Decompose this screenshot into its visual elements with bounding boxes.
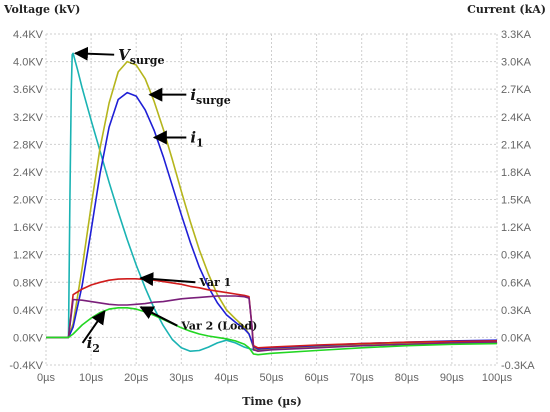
annotation-label-var1: Var 1 [198, 276, 231, 289]
y-right-tick-label: -0.3KA [501, 360, 535, 372]
y-left-tick-label: 1.6KV [13, 222, 44, 234]
y-left-tick-label: 2.0KV [13, 195, 44, 207]
annotation-main-isurge: i [190, 86, 196, 104]
y-left-tick-label: 1.2KV [13, 250, 44, 262]
y-right-tick-label: 1.8KA [501, 167, 532, 179]
x-tick-label: 40µs [214, 372, 239, 384]
x-tick-label: 90µs [440, 372, 465, 384]
y-right-tick-label: 3.3KA [501, 29, 532, 41]
x-tick-label: 20µs [124, 372, 149, 384]
y-left-tick-label: 0.8KV [13, 277, 44, 289]
y-left-ticks: 4.4KV 4.0KV 3.6KV 3.2KV 2.8KV 2.4KV 2.0KV 1.6KV… [9, 29, 43, 372]
annotation-label-i1: i1 [190, 129, 203, 150]
y-right-tick-label: 0.6KA [501, 277, 532, 289]
annotation-main-var2: Var 2 (Load) [180, 320, 257, 333]
y-right-ticks: 3.3KA 3.0KA 2.7KA 2.4KA 2.1KA 1.8KA 1.5KA 1.2KA… [501, 29, 535, 372]
y-left-title: Voltage (kV) [3, 3, 80, 16]
x-tick-label: 60µs [305, 372, 330, 384]
x-tick-label: 50µs [259, 372, 284, 384]
y-left-tick-label: -0.4KV [9, 360, 43, 372]
series-line-5 [46, 295, 498, 353]
y-right-tick-label: 2.7KA [501, 84, 532, 96]
annotation-main-i2: i [87, 334, 93, 352]
y-left-tick-label: 3.2KV [13, 112, 44, 124]
y-left-tick-label: 3.6KV [13, 84, 44, 96]
annotation-label-vsurge: Vsurge [118, 46, 164, 67]
annotation-sub-isurge: surge [196, 94, 231, 107]
y-right-tick-label: 3.0KA [501, 57, 532, 69]
y-left-tick-label: 2.4KV [13, 167, 44, 179]
y-left-tick-label: 4.4KV [13, 29, 44, 41]
annotation-arrow-i2 [81, 310, 106, 344]
annotation-arrow-vsurge [73, 46, 115, 61]
y-left-tick-label: 0.0KV [13, 332, 44, 344]
y-right-tick-label: 2.4KA [501, 112, 532, 124]
y-right-tick-label: 0.9KA [501, 250, 532, 262]
annotation-main-var1: Var 1 [198, 276, 231, 289]
y-left-tick-label: 2.8KV [13, 139, 44, 151]
annotation-sub-vsurge: surge [130, 54, 165, 67]
y-right-tick-label: 1.5KA [501, 195, 532, 207]
x-tick-label: 80µs [395, 372, 420, 384]
y-left-tick-label: 0.4KV [13, 305, 44, 317]
x-tick-label: 0µs [37, 372, 55, 384]
annotation-label-isurge: isurge [190, 86, 230, 107]
grid [45, 33, 498, 366]
x-title: Time (µs) [242, 395, 302, 408]
y-right-tick-label: 0.3KA [501, 305, 532, 317]
annotation-arrow-var2 [139, 306, 178, 327]
x-ticks: 0µs 10µs 20µs 30µs 40µs 50µs 60µs 70µs 80µs 90µs 1… [37, 372, 513, 384]
y-right-tick-label: 2.1KA [501, 139, 532, 151]
x-tick-label: 70µs [350, 372, 375, 384]
x-tick-label: 100µs [482, 372, 513, 384]
annotation-sub-i2: 2 [92, 342, 100, 355]
y-right-tick-label: 0.0KA [501, 332, 532, 344]
x-tick-label: 10µs [79, 372, 104, 384]
annotation-main-i1: i [190, 129, 196, 147]
annotation-label-i2: i2 [87, 334, 100, 355]
annotation-main-vsurge: V [118, 46, 131, 64]
annotation-sub-i1: 1 [196, 137, 204, 150]
x-tick-label: 30µs [169, 372, 194, 384]
y-right-title: Current (kA) [467, 3, 546, 16]
annotation-label-var2: Var 2 (Load) [180, 320, 257, 333]
y-left-tick-label: 4.0KV [13, 57, 44, 69]
y-right-tick-label: 1.2KA [501, 222, 532, 234]
annotation-arrow-var1 [139, 272, 196, 287]
series-line-4 [46, 277, 498, 349]
